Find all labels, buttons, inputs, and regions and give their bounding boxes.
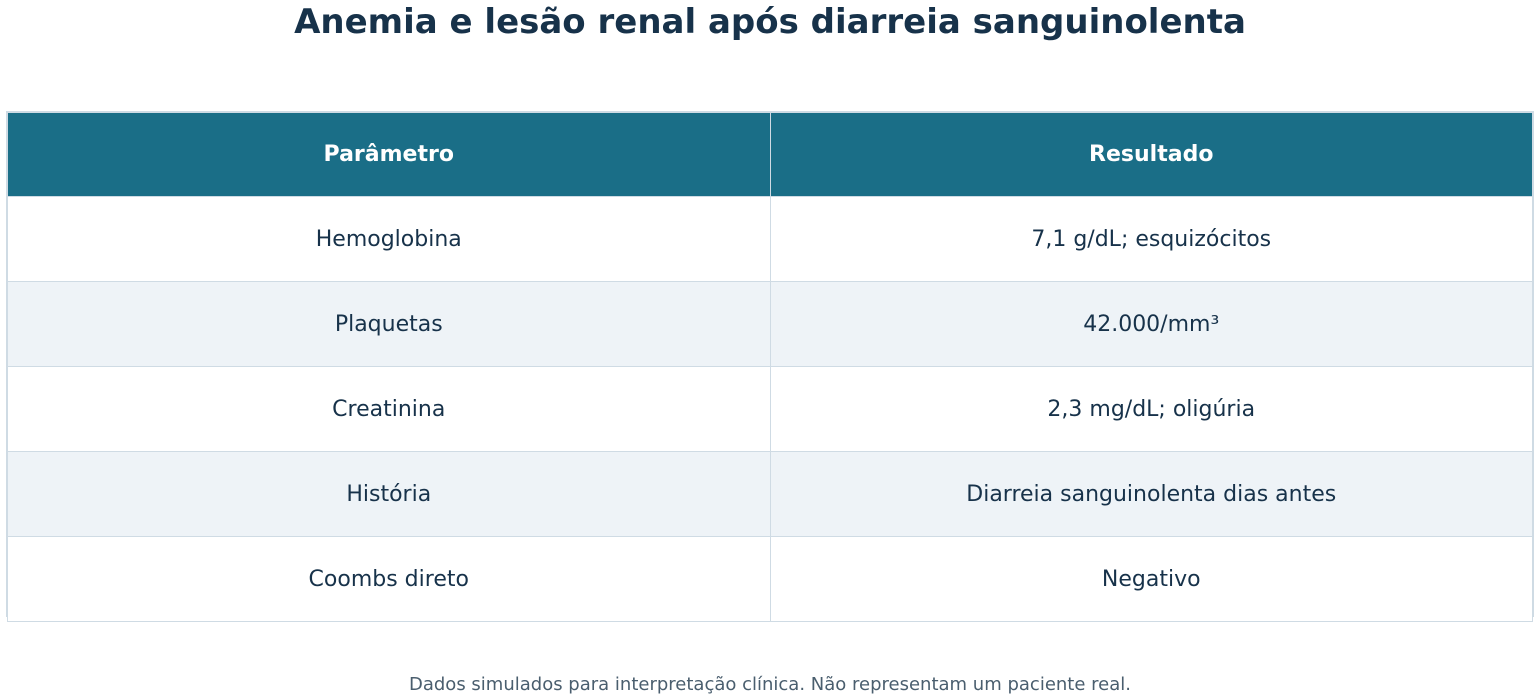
result-cell: Negativo — [769, 536, 1533, 622]
parameter-cell: História — [7, 451, 771, 537]
parameter-cell: Hemoglobina — [7, 196, 771, 282]
parameter-cell: Plaquetas — [7, 281, 771, 367]
parameter-cell: Creatinina — [7, 366, 771, 452]
chart-title: Anemia e lesão renal após diarreia sangu… — [294, 2, 1246, 42]
result-cell: 7,1 g/dL; esquizócitos — [769, 196, 1533, 282]
table-row: Plaquetas 42.000/mm³ — [7, 281, 1533, 367]
table-row: História Diarreia sanguinolenta dias ant… — [7, 451, 1533, 537]
result-cell: 2,3 mg/dL; oligúria — [769, 366, 1533, 452]
table-row: Creatinina 2,3 mg/dL; oligúria — [7, 366, 1533, 452]
footnote: Dados simulados para interpretação clíni… — [408, 674, 1131, 695]
column-header-result: Resultado — [769, 112, 1533, 197]
table-row: Coombs direto Negativo — [7, 536, 1533, 622]
parameter-cell: Coombs direto — [7, 536, 771, 622]
table-row: Hemoglobina 7,1 g/dL; esquizócitos — [7, 196, 1533, 282]
table-header-row: Parâmetro Resultado — [7, 112, 1533, 197]
column-header-parameter: Parâmetro — [7, 112, 771, 197]
result-cell: Diarreia sanguinolenta dias antes — [769, 451, 1533, 537]
result-cell: 42.000/mm³ — [769, 281, 1533, 367]
results-table: Parâmetro Resultado Hemoglobina 7,1 g/dL… — [6, 111, 1534, 622]
